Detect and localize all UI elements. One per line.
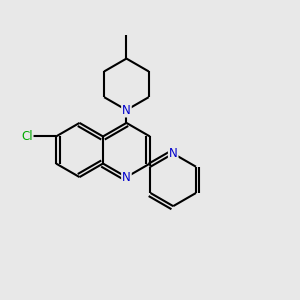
Text: N: N [122,103,131,116]
Text: N: N [122,171,131,184]
Text: Cl: Cl [21,130,33,143]
Text: N: N [169,147,178,160]
